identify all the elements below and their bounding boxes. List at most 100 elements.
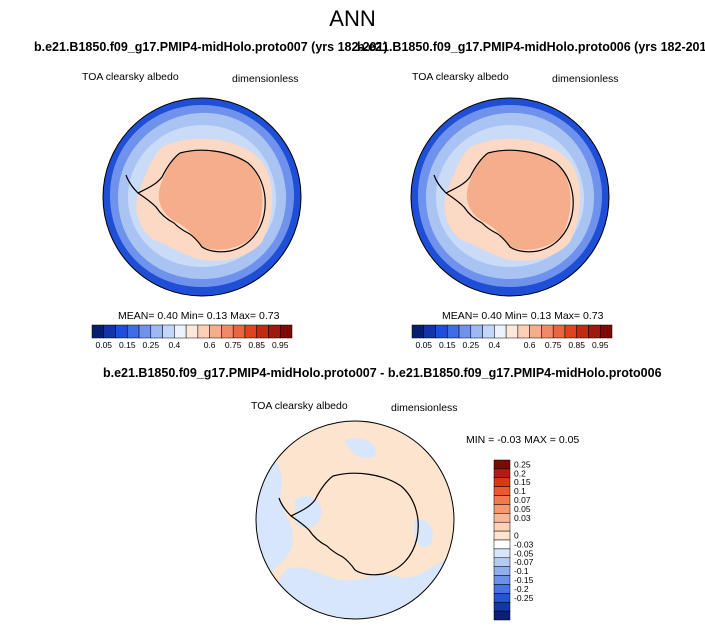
diff-panel-stats: MIN = -0.03 MAX = 0.05 <box>466 434 579 446</box>
colorbar-swatch <box>221 324 234 339</box>
panel-1-units: dimensionless <box>232 73 299 85</box>
colorbar-tick-label: 0.4 <box>488 340 500 350</box>
coastline <box>433 149 574 253</box>
colorbar-swatch <box>599 324 613 339</box>
panel-1-variable: TOA clearsky albedo <box>82 71 179 83</box>
colorbar-tick-label: -0.25 <box>514 593 534 603</box>
negative-anomaly-region <box>256 457 294 580</box>
colorbar-swatch <box>127 324 140 339</box>
colorbar-swatch <box>435 324 448 339</box>
panel-2-units: dimensionless <box>552 73 619 85</box>
colorbar-tick-label: 0.6 <box>524 340 536 350</box>
mean-value: 0.40 <box>157 310 178 322</box>
colorbar-swatch <box>493 530 511 541</box>
colorbar-swatch <box>493 521 511 532</box>
colorbar-swatch <box>256 324 269 339</box>
panel-2-map <box>410 97 610 297</box>
colorbar-swatch <box>482 324 495 339</box>
colorbar-swatch <box>588 324 601 339</box>
colorbar-tick-label: 0.15 <box>119 340 136 350</box>
colorbar-tick-label: 0.05 <box>514 504 531 514</box>
colorbar-swatch <box>232 324 246 339</box>
mean-value: 0.40 <box>481 310 502 322</box>
colorbar-swatch <box>411 324 425 339</box>
colorbar-tick-label: -0.05 <box>514 548 534 558</box>
colorbar-swatch <box>576 324 589 339</box>
colorbar-swatch <box>493 459 511 470</box>
min-value: -0.03 <box>497 434 522 446</box>
colorbar-tick-label: 0.4 <box>168 340 180 350</box>
colorbar-tick-label: 0.25 <box>463 340 480 350</box>
colorbar-tick-label: -0.03 <box>514 539 534 549</box>
colorbar-tick-label: 0.85 <box>248 340 265 350</box>
colorbar-swatch <box>197 324 210 339</box>
panel-2-title: b.e21.B1850.f09_g17.PMIP4-midHolo.proto0… <box>357 40 705 54</box>
mean-label: MEAN= <box>118 310 155 322</box>
min-label: MIN = <box>466 434 495 446</box>
negative-anomaly-region <box>414 519 433 547</box>
colorbar-swatch <box>493 513 511 523</box>
colorbar-swatch <box>458 324 472 339</box>
continent-interior <box>158 149 263 250</box>
colorbar-swatch <box>505 324 519 339</box>
colorbar-tick-label: 0.1 <box>514 486 526 496</box>
max-value: 0.05 <box>558 434 580 446</box>
colorbar-swatch <box>494 324 507 339</box>
colorbar-swatch <box>541 324 554 339</box>
min-label: Min= <box>504 310 528 322</box>
colorbar-swatch <box>185 324 199 339</box>
panel-1-colorbar: 0.05 0.15 0.25 0.4 0.6 0.75 0.85 0.95 <box>91 324 293 350</box>
colorbar-tick-label: -0.15 <box>514 575 534 585</box>
colorbar-swatch <box>517 324 530 339</box>
max-value: 0.73 <box>258 310 280 322</box>
min-label: Min= <box>180 310 204 322</box>
colorbar-swatch <box>493 477 511 487</box>
colorbar-tick-label: 0 <box>514 531 519 541</box>
colorbar-tick-label: 0.03 <box>514 513 531 523</box>
colorbar-swatch <box>423 324 436 339</box>
colorbar-tick-label: 0.95 <box>272 340 289 350</box>
colorbar-swatch <box>209 324 222 339</box>
diff-panel-colorbar: 0.250.20.150.10.070.050.030-0.03-0.05-0.… <box>493 459 534 621</box>
panel-1-map <box>102 97 302 297</box>
colorbar-tick-label: -0.07 <box>514 557 534 567</box>
panel-2-variable: TOA clearsky albedo <box>412 71 509 83</box>
diff-panel-units: dimensionless <box>391 402 458 414</box>
colorbar-swatch <box>529 324 542 339</box>
colorbar-tick-label: 0.95 <box>592 340 609 350</box>
colorbar-swatch <box>493 593 511 603</box>
mean-label: MEAN= <box>442 310 479 322</box>
panel-2-colorbar: 0.05 0.15 0.25 0.4 0.6 0.75 0.85 0.95 <box>411 324 613 350</box>
colorbar-swatch <box>493 566 511 576</box>
negative-anomaly-region <box>345 438 376 459</box>
colorbar-tick-label: 0.15 <box>439 340 456 350</box>
coastline <box>278 472 419 576</box>
colorbar-swatch <box>493 557 511 567</box>
panel-1-stats: MEAN= 0.40 Min= 0.13 Max= 0.73 <box>118 310 279 322</box>
colorbar-tick-label: 0.25 <box>143 340 160 350</box>
colorbar-swatch <box>493 486 511 496</box>
colorbar-swatch <box>115 324 128 339</box>
colorbar-tick-label: -0.1 <box>514 566 529 576</box>
colorbar-swatch <box>103 324 116 339</box>
colorbar-swatch <box>564 324 577 339</box>
colorbar-swatch <box>493 584 511 594</box>
colorbar-tick-label: 0.75 <box>225 340 242 350</box>
colorbar-swatch <box>493 468 511 479</box>
colorbar-tick-label: 0.07 <box>514 495 531 505</box>
colorbar-swatch <box>162 324 175 339</box>
colorbar-tick-label: 0.2 <box>514 468 526 478</box>
diff-panel-map <box>255 420 455 620</box>
min-value: 0.13 <box>206 310 228 322</box>
colorbar-swatch <box>447 324 460 339</box>
max-value: 0.73 <box>582 310 604 322</box>
diff-panel-variable: TOA clearsky albedo <box>251 400 348 412</box>
colorbar-tick-label: 0.75 <box>545 340 562 350</box>
colorbar-tick-label: 0.05 <box>95 340 112 350</box>
colorbar-swatch <box>470 324 483 339</box>
colorbar-swatch <box>493 610 511 621</box>
colorbar-swatch <box>493 575 511 585</box>
max-label: Max= <box>554 310 581 322</box>
colorbar-swatch <box>268 324 281 339</box>
colorbar-swatch <box>150 324 163 339</box>
